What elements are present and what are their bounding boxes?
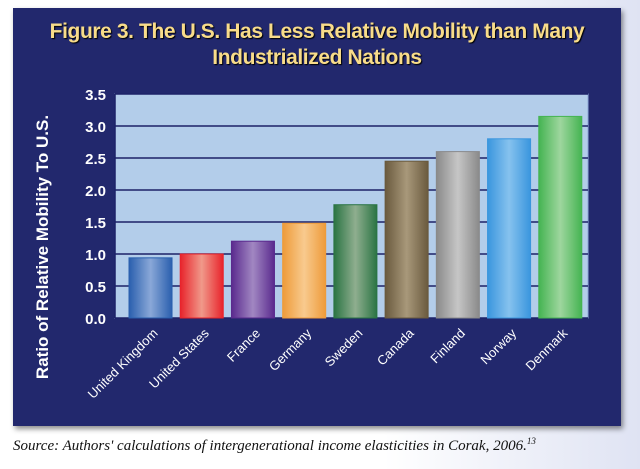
x-tick-label: Norway <box>477 325 519 367</box>
bar-norway <box>487 138 532 319</box>
x-tick-label: Finland <box>427 326 468 367</box>
y-axis-label: Ratio of Relative Mobility To U.S. <box>33 115 52 379</box>
bar-united-states <box>179 253 224 319</box>
y-tick-label: 2.0 <box>85 183 106 200</box>
x-tick-label: Denmark <box>523 325 571 373</box>
bar-canada <box>384 160 429 319</box>
y-tick-label: 3.0 <box>85 119 106 136</box>
y-axis-ticks: 0.0 0.5 1.0 1.5 2.0 2.5 3.0 3.5 <box>85 87 106 328</box>
bar-sweden <box>333 204 378 319</box>
x-tick-label: United Kingdom <box>85 326 161 402</box>
x-tick-label: Germany <box>266 325 315 374</box>
bar-germany <box>282 222 327 319</box>
y-tick-label: 1.5 <box>85 215 106 232</box>
bar-denmark <box>538 115 583 319</box>
x-tick-label: Sweden <box>322 326 366 370</box>
chart-title-line-2: Industrialized Nations <box>212 46 422 69</box>
bar-france <box>230 240 275 319</box>
y-tick-label: 1.0 <box>85 247 106 264</box>
bars <box>128 115 583 319</box>
y-tick-label: 0.0 <box>85 311 106 328</box>
source-note: Source: Authors' calculations of interge… <box>13 436 536 455</box>
x-tick-label: France <box>224 326 263 365</box>
chart-title: Figure 3. The U.S. Has Less Relative Mob… <box>13 19 621 71</box>
bar-united-kingdom <box>128 257 173 319</box>
chart-title-line-1: Figure 3. The U.S. Has Less Relative Mob… <box>49 20 585 43</box>
y-tick-label: 0.5 <box>85 279 106 296</box>
y-tick-label: 2.5 <box>85 151 106 168</box>
source-footnote: 13 <box>526 436 536 446</box>
x-tick-label: Canada <box>374 325 417 368</box>
bar-finland <box>435 151 480 319</box>
source-text: Source: Authors' calculations of interge… <box>13 438 527 454</box>
y-tick-label: 3.5 <box>85 87 106 104</box>
